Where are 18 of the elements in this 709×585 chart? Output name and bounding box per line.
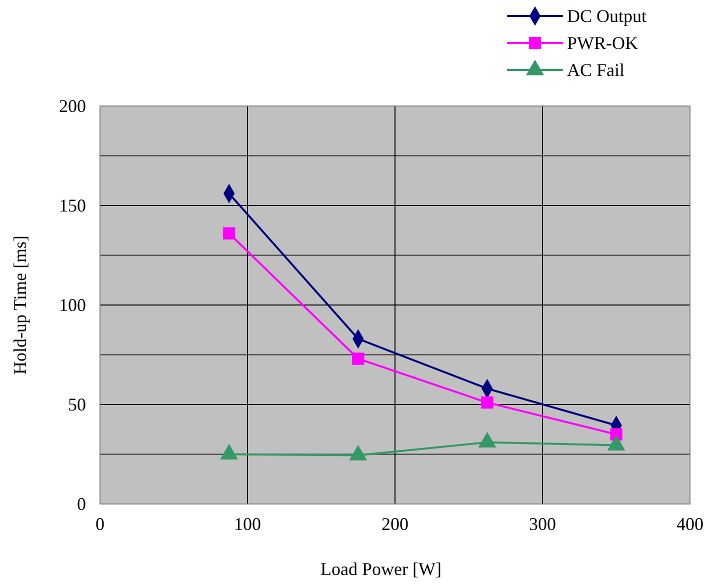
legend-label: DC Output xyxy=(567,6,647,26)
point xyxy=(352,352,364,365)
y-tick-label: 50 xyxy=(68,394,86,414)
y-tick-label: 200 xyxy=(59,96,86,116)
legend-label: AC Fail xyxy=(567,60,625,80)
point xyxy=(481,396,494,409)
point xyxy=(222,227,236,240)
y-tick-label: 0 xyxy=(77,494,86,514)
x-tick-label: 100 xyxy=(234,514,261,534)
x-tick-label: 300 xyxy=(529,514,556,534)
x-tick-label: 0 xyxy=(96,514,104,534)
y-tick-label: 100 xyxy=(59,295,86,315)
x-axis-title: Load Power [W] xyxy=(320,559,442,579)
legend-label: PWR-OK xyxy=(567,33,638,53)
y-axis-title: Hold-up Time [ms] xyxy=(10,235,30,375)
y-tick-label: 150 xyxy=(59,196,86,216)
x-tick-label: 200 xyxy=(382,514,408,534)
x-tick-label: 400 xyxy=(676,514,704,534)
